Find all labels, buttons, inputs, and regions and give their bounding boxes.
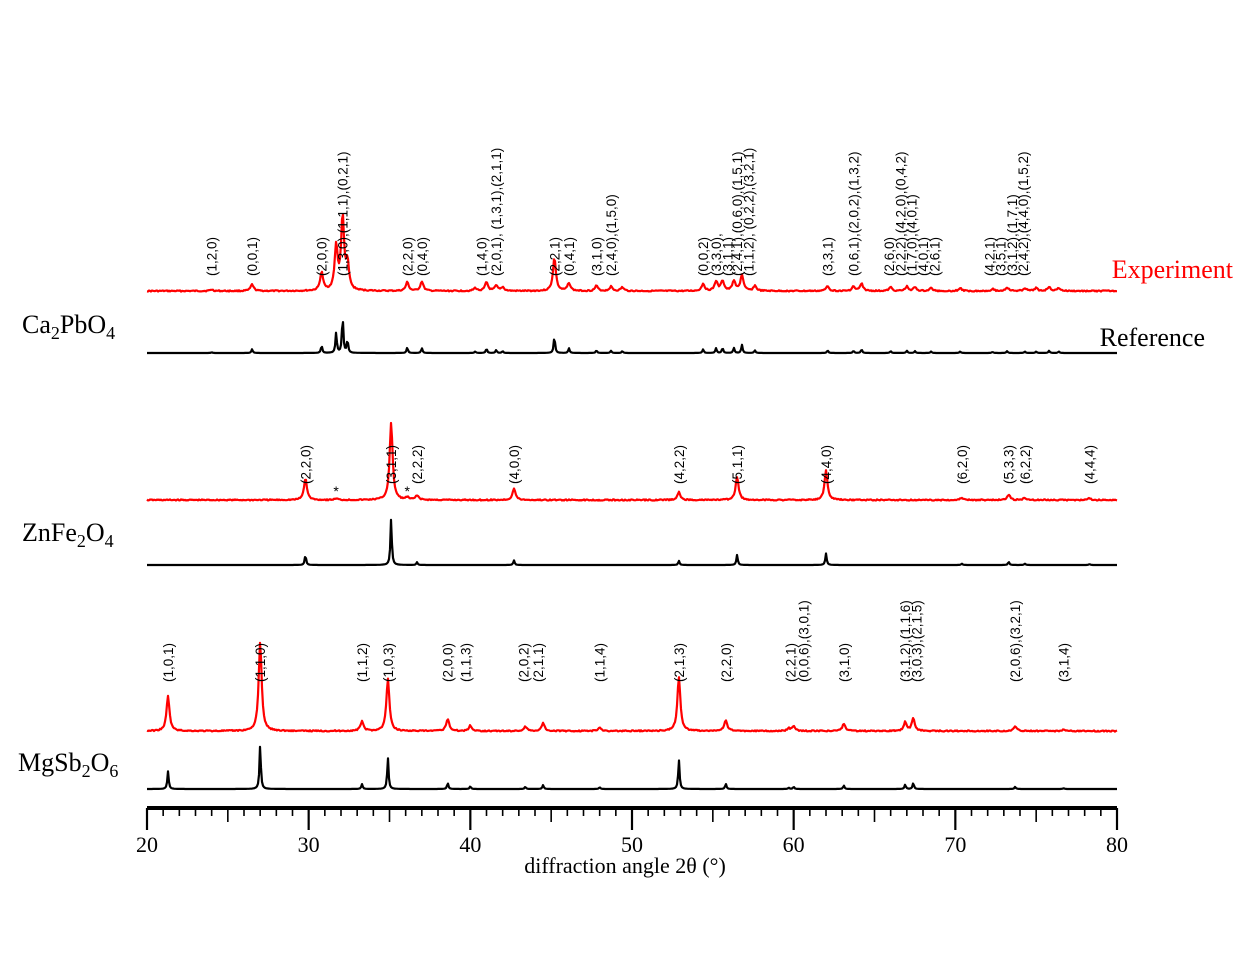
peak-label: (1,2,0) xyxy=(205,237,220,276)
peak-label: (1,0,3) xyxy=(381,643,396,682)
peak-label: (6,2,2) xyxy=(1018,445,1033,484)
peak-label: (2,0,0) xyxy=(441,643,456,682)
peak-label: (0,4,1) xyxy=(562,237,577,276)
peak-label: (2,2,0) xyxy=(400,237,415,276)
peak-label: (3,0,3),(2,1,5) xyxy=(910,600,925,682)
peak-label: (1,1,2), (0,2,2),(3,2,1) xyxy=(741,148,756,276)
peak-label: (1,1,3) xyxy=(459,643,474,682)
peak-label: (2,0,0) xyxy=(315,237,330,276)
peak-label: (4,0,0) xyxy=(507,445,522,484)
peak-label: (3,3,1) xyxy=(821,237,836,276)
peak-label: (2,2,0) xyxy=(298,445,313,484)
peak-label: (1,0,1) xyxy=(161,643,176,682)
impurity-marker: * xyxy=(333,483,339,499)
peak-label: (2,0,6),(3,2,1) xyxy=(1008,600,1023,682)
peak-label: (2,6,1) xyxy=(927,237,942,276)
peak-label: (1,4,0) xyxy=(475,237,490,276)
peak-label: (2,0,2) xyxy=(517,643,532,682)
legend-reference: Reference xyxy=(1100,323,1205,352)
peak-label: (2,1,3) xyxy=(672,643,687,682)
sample-name-Ca2PbO4: Ca2PbO4 xyxy=(22,310,115,343)
peak-label: (0,0,1) xyxy=(245,237,260,276)
peak-label: (0,0,6),(3,0,1) xyxy=(796,600,811,682)
x-tick-label: 30 xyxy=(298,832,320,857)
peak-label: (2,4,0),(1,5,0) xyxy=(604,194,619,276)
peak-label: (1,1,0) xyxy=(253,643,268,682)
x-tick-label: 70 xyxy=(944,832,966,857)
peak-label: (0,6,1),(2,0,2),(1,3,2) xyxy=(847,151,862,276)
peak-label: (5,1,1) xyxy=(730,445,745,484)
peak-label: (6,2,0) xyxy=(955,445,970,484)
peak-label: (3,1,0) xyxy=(589,237,604,276)
peak-label: (1,1,4) xyxy=(593,643,608,682)
peak-label: (1,1,2) xyxy=(355,643,370,682)
impurity-marker: * xyxy=(405,483,411,499)
peak-label: (3,1,1) xyxy=(384,445,399,484)
sample-name-MgSb2O6: MgSb2O6 xyxy=(18,748,118,781)
x-tick-label: 80 xyxy=(1106,832,1128,857)
peak-label: (2,2,0) xyxy=(719,643,734,682)
peak-label: (4,4,4) xyxy=(1083,445,1098,484)
peak-label: (3,1,0) xyxy=(837,643,852,682)
peak-label: (5,3,3) xyxy=(1002,445,1017,484)
peak-label: (2,4,2),(4,4,0),(1,5,2) xyxy=(1016,151,1031,276)
x-tick-label: 60 xyxy=(783,832,805,857)
peak-label: (4,4,0) xyxy=(819,445,834,484)
legend-experiment: Experiment xyxy=(1112,255,1234,284)
peak-label: (2,2,2) xyxy=(410,445,425,484)
peak-label: (3,1,4) xyxy=(1057,643,1072,682)
peak-label: (2,2,1) xyxy=(547,237,562,276)
x-tick-label: 20 xyxy=(136,832,158,857)
sample-name-ZnFe2O4: ZnFe2O4 xyxy=(22,518,114,551)
peak-label: (1,3,0),(1,1,1),(0,2,1) xyxy=(336,151,351,276)
x-axis-label: diffraction angle 2θ (°) xyxy=(524,853,726,878)
x-tick-label: 40 xyxy=(459,832,481,857)
peak-label: (2,0,1), (1,3,1),(2,1,1) xyxy=(489,148,504,276)
peak-label: (4,2,2) xyxy=(672,445,687,484)
peak-label: (0,4,0) xyxy=(415,237,430,276)
peak-label: (2,1,1) xyxy=(531,643,546,682)
